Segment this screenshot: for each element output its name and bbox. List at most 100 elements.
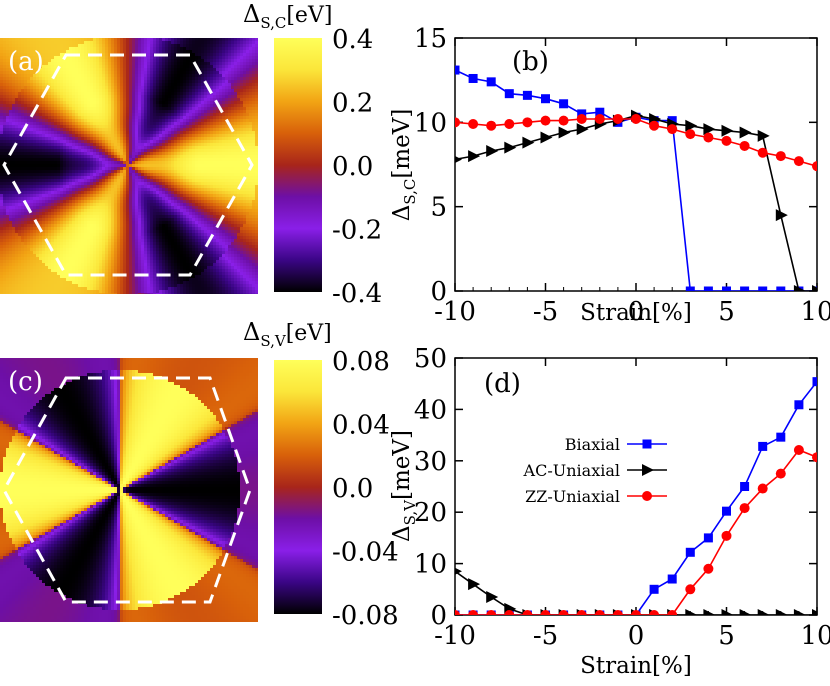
x-tick-label: -5 <box>533 297 558 327</box>
data-point <box>793 285 806 291</box>
y-tick-label: 0 <box>430 601 447 631</box>
colorbar-a: ΔS,C[eV] 0.4 0.2 0.0 -0.2 -0.4 <box>243 0 382 309</box>
data-point <box>739 503 750 514</box>
colorbar-a-title: ΔS,C[eV] <box>243 0 332 32</box>
data-point <box>775 609 788 615</box>
data-point <box>794 400 804 410</box>
y-tick-label: 50 <box>414 344 447 374</box>
chart-d-ylabel: ΔS,V[meV] <box>389 430 419 542</box>
data-point <box>486 77 496 87</box>
data-point <box>468 610 479 615</box>
data-point <box>685 584 696 595</box>
data-point <box>522 90 532 100</box>
data-point <box>757 609 770 615</box>
data-point <box>642 491 652 501</box>
data-point <box>757 483 768 494</box>
data-point <box>722 286 731 291</box>
colorbar-tick-label: -0.08 <box>332 601 399 631</box>
data-point <box>739 140 750 151</box>
data-point <box>775 468 786 479</box>
data-point <box>739 126 752 139</box>
x-tick-label: 0 <box>628 621 645 651</box>
data-point <box>594 113 605 124</box>
legend-label: ZZ-Uniaxial <box>525 487 620 506</box>
series-zz-uniaxial <box>455 445 817 615</box>
data-point <box>757 147 768 158</box>
data-point <box>486 120 497 131</box>
chart-b-axes <box>454 37 818 292</box>
data-point <box>812 609 817 615</box>
data-point <box>703 123 716 136</box>
data-point <box>541 94 550 104</box>
colorbar-tick-label: 0.08 <box>332 347 390 377</box>
data-point <box>559 99 569 109</box>
colorbar-c-ticks: 0.08 0.04 0.0 -0.04 -0.08 <box>332 347 399 631</box>
data-point <box>667 124 678 135</box>
x-tick-label: -10 <box>434 621 476 651</box>
legend-label: AC-Uniaxial <box>523 461 620 480</box>
colorbar-tick-label: -0.04 <box>332 538 399 568</box>
data-point <box>721 135 732 146</box>
y-tick-label: 0 <box>430 277 447 307</box>
data-point <box>612 113 623 124</box>
chart-b-xlabel: Strain[%] <box>580 300 692 326</box>
series-line <box>455 114 817 291</box>
x-tick-label: 0 <box>628 297 645 327</box>
data-point <box>812 377 817 387</box>
data-point <box>775 209 788 222</box>
data-point <box>685 547 695 557</box>
data-point <box>642 439 652 449</box>
data-point <box>649 120 660 131</box>
data-point <box>486 145 499 158</box>
data-point <box>576 610 587 615</box>
data-point <box>812 452 817 463</box>
y-tick-label: 30 <box>414 447 447 477</box>
data-point <box>612 610 623 615</box>
data-point <box>504 141 517 154</box>
heatmap-a: (a) <box>0 38 258 294</box>
colorbar-tick-label: 0.4 <box>332 25 373 55</box>
x-tick-label: -5 <box>533 621 558 651</box>
colorbar-tick-label: 0.0 <box>332 474 373 504</box>
data-point <box>540 610 551 615</box>
data-point <box>455 155 462 163</box>
heatmap-c-image <box>0 358 258 622</box>
data-point <box>649 584 659 594</box>
data-point <box>455 610 460 615</box>
data-point <box>558 126 571 139</box>
data-point <box>812 161 817 172</box>
brillouin-zone-outline-c <box>2 376 252 604</box>
data-point <box>703 132 714 143</box>
y-tick-label: 20 <box>414 498 447 528</box>
data-point <box>522 136 535 149</box>
series-biaxial <box>455 65 817 291</box>
data-point <box>576 113 587 124</box>
data-point <box>540 131 553 144</box>
data-point <box>757 129 770 142</box>
heatmap-c: (c) <box>0 358 258 622</box>
chart-b: -10 -5 0 5 10 0 5 10 15 (b) Strain[%] ΔS,C[meV] <box>389 24 830 327</box>
chart-d-xlabel: Strain[%] <box>580 653 692 679</box>
data-point <box>812 285 817 291</box>
x-tick-label: 10 <box>800 621 830 651</box>
data-point <box>577 109 587 119</box>
data-point <box>775 151 786 162</box>
data-point <box>522 117 533 128</box>
series-line <box>455 449 817 615</box>
data-point <box>540 115 551 126</box>
x-tick-label: 5 <box>718 297 735 327</box>
data-point <box>576 123 589 136</box>
series-line <box>455 570 817 615</box>
data-point <box>594 610 605 615</box>
data-point <box>455 117 460 128</box>
y-tick-label: 5 <box>430 193 447 223</box>
data-point <box>739 609 752 615</box>
data-point <box>758 286 768 291</box>
data-point <box>486 610 497 615</box>
colorbar-a-ticks: 0.4 0.2 0.0 -0.2 -0.4 <box>332 25 382 309</box>
data-point <box>703 609 716 615</box>
data-point <box>685 119 698 132</box>
chart-d: -10 -5 0 5 10 0 10 20 30 40 50 (d) Strain[%] ΔS,V[… <box>389 344 830 679</box>
data-point <box>758 441 768 451</box>
colorbar-tick-label: -0.2 <box>332 216 382 246</box>
